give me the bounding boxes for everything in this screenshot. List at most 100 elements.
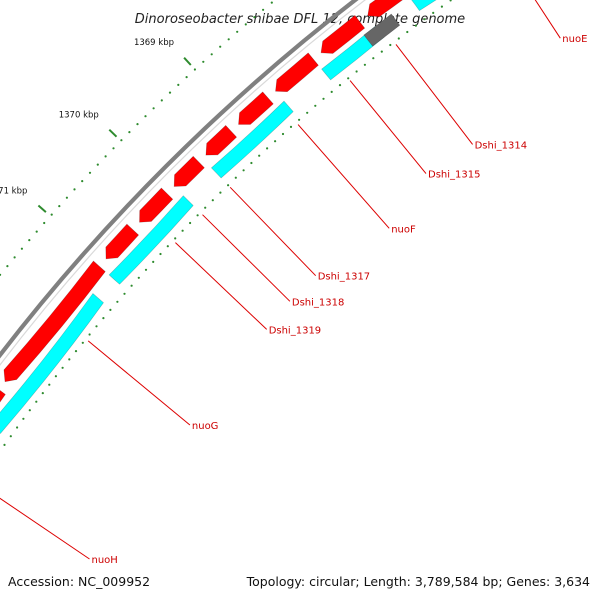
gene-connector (202, 214, 291, 302)
accession-text: Accession: NC_009952 (8, 574, 150, 589)
gc-skew-inner-dot (130, 284, 133, 287)
gene-label: nuoF (391, 224, 416, 235)
gc-skew-inner-dot (314, 104, 317, 107)
gc-skew-dot (43, 221, 46, 225)
gc-skew-inner-dot (274, 140, 277, 143)
gc-skew-dot (236, 30, 239, 33)
gc-skew-inner-dot (144, 268, 148, 271)
gc-skew-dot (35, 230, 38, 233)
gc-skew-inner-dot (423, 18, 426, 21)
gc-skew-inner-dot (406, 30, 409, 34)
gc-skew-dot (13, 256, 16, 259)
gc-skew-dot (6, 265, 9, 268)
gc-skew-dot (160, 99, 163, 102)
cds-forward-10 (139, 187, 174, 223)
feature-tracks (0, 0, 437, 434)
gc-skew-inner-dot (347, 77, 350, 80)
cds-forward-7 (238, 91, 274, 125)
gc-skew-dot (227, 38, 230, 41)
gc-skew-dot (73, 188, 76, 191)
gc-skew-inner-dot (48, 383, 51, 386)
gc-skew-dot (219, 45, 222, 48)
gc-skew-inner-dot (289, 125, 293, 128)
tick-mark (183, 57, 192, 66)
gc-skew-inner-dot (174, 237, 177, 240)
gc-skew-dot (81, 180, 84, 183)
gc-skew-dot (152, 107, 155, 110)
gene-connector (297, 124, 390, 229)
gc-skew-dot (65, 196, 68, 199)
gc-skew-inner-dot (123, 292, 126, 295)
cds-forward-5 (320, 14, 366, 54)
gc-skew-inner-dot (54, 375, 58, 378)
gc-skew-inner-dot (9, 435, 12, 438)
gc-skew-dot (28, 239, 31, 242)
gc-skew-dot (58, 205, 61, 208)
gene-label: nuoH (92, 555, 118, 566)
gene-labels: nuoE Dshi_1314 Dshi_1315 nuoF Dshi_1317 Dshi_… (0, 0, 587, 566)
gene-connector (534, 0, 561, 39)
cds-forward-9 (173, 155, 205, 187)
gc-skew-inner-dot (397, 37, 400, 40)
gc-skew-dot (20, 247, 23, 250)
gene-label: Dshi_1319 (269, 325, 321, 336)
gene-connector (175, 242, 268, 330)
tick-label: 1369 kbp (134, 38, 174, 48)
gc-skew-inner-dot (322, 97, 325, 100)
gc-skew-dot (104, 155, 107, 158)
gc-skew-inner-dot (22, 417, 25, 420)
gene-connector (229, 186, 317, 277)
gc-skew-inner-dot (380, 50, 383, 53)
gc-skew-inner-dot (189, 221, 192, 225)
gc-skew-inner-dot (95, 325, 98, 328)
gc-skew-inner-dot (204, 206, 207, 209)
gc-skew-inner-dot (81, 341, 84, 344)
gc-skew-dot (202, 60, 205, 63)
gene-connector (349, 80, 427, 174)
gc-skew-dot (244, 23, 247, 26)
gc-skew-inner-dot (330, 90, 333, 93)
gc-skew-inner-dot (16, 426, 19, 429)
gene-connector (395, 44, 473, 145)
gc-skew-dot (144, 115, 147, 118)
gc-skew-dot (270, 1, 273, 4)
cds-forward-4 (367, 0, 403, 18)
gene-label: Dshi_1315 (428, 170, 480, 181)
backbone-inner-line (0, 0, 367, 367)
gc-skew-inner-dot (298, 118, 301, 121)
gc-skew-inner-dot (28, 409, 31, 412)
gc-skew-inner-dot (372, 57, 375, 60)
gc-skew-inner-dot (432, 11, 435, 14)
gc-skew-inner-dot (219, 191, 222, 194)
gc-skew-inner-dot (211, 199, 214, 202)
gc-skew-inner-dot (3, 443, 6, 446)
gc-skew-inner-dot (41, 392, 44, 395)
gc-skew-inner-dot (234, 176, 237, 179)
cds-reverse-6 (0, 293, 104, 434)
gc-skew-dot (210, 53, 213, 56)
gene-connector (0, 497, 90, 560)
cds-forward-8 (205, 124, 238, 156)
gc-skew-inner-dot (258, 154, 261, 157)
gc-skew-inner-dot (61, 366, 64, 369)
gc-skew-inner-dot (166, 245, 169, 248)
gc-skew-inner-dot (242, 169, 245, 172)
gc-skew-inner-dot (338, 84, 342, 87)
gc-skew-track (0, 0, 452, 446)
gene-label: Dshi_1314 (475, 140, 527, 151)
cds-forward-11 (105, 223, 140, 260)
gc-skew-dot (112, 147, 115, 150)
gc-skew-inner-dot (68, 358, 71, 361)
gc-skew-inner-dot (414, 24, 417, 27)
gc-skew-dot (193, 68, 196, 71)
gc-skew-inner-dot (449, 0, 452, 2)
cds-forward-6 (275, 52, 319, 93)
gc-skew-inner-dot (355, 70, 358, 73)
tick-label: 1371 kbp (0, 187, 27, 197)
gc-skew-inner-dot (152, 260, 155, 263)
cds-forward-12 (3, 260, 106, 383)
gc-skew-dot (128, 131, 131, 134)
tick-label: 1370 kbp (59, 110, 99, 120)
gc-skew-inner-dot (250, 161, 253, 165)
